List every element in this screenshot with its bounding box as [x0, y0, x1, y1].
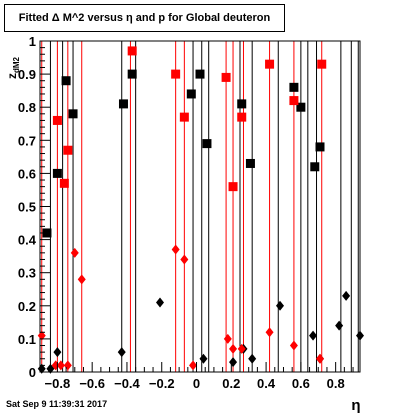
square-marker [42, 228, 52, 238]
square-marker [221, 72, 231, 82]
square-marker [315, 142, 325, 152]
diamond-marker [171, 244, 180, 255]
diamond-marker [223, 333, 232, 344]
square-marker [296, 102, 306, 112]
x-tick-label: 0.6 [292, 376, 310, 391]
diamond-marker [356, 330, 364, 341]
vertical-lines [41, 41, 359, 372]
y-axis-label: zdM2 [5, 56, 21, 79]
square-marker [186, 89, 196, 99]
svg-text:zdM2: zdM2 [5, 56, 21, 79]
x-tick-label: −0.4 [114, 376, 140, 391]
y-tick-label: 0.3 [18, 266, 36, 281]
square-marker [118, 99, 128, 109]
square-marker [265, 59, 275, 69]
square-marker [237, 99, 247, 109]
diamond-marker [229, 343, 238, 354]
square-marker [127, 46, 137, 56]
square-marker [289, 82, 299, 92]
square-marker [289, 96, 299, 106]
diamond-marker [117, 347, 126, 358]
diamond-marker [180, 254, 189, 265]
y-tick-label: 1 [29, 34, 36, 49]
x-axis-label: η [351, 397, 360, 414]
x-tick-label: −0.8 [45, 376, 71, 391]
diamond-marker [265, 327, 274, 338]
square-marker [171, 69, 181, 79]
y-tick-label: 0.6 [18, 166, 36, 181]
diamond-marker [342, 290, 351, 301]
data-markers [37, 46, 364, 374]
y-tick-label: 0.8 [18, 100, 36, 115]
diamond-marker [276, 300, 284, 311]
x-tick-label: 0.4 [257, 376, 276, 391]
y-tick-label: 0 [29, 365, 36, 380]
square-marker [68, 109, 78, 119]
diamond-marker [77, 274, 86, 285]
diamond-marker [70, 247, 79, 258]
square-marker [59, 178, 69, 188]
square-marker [61, 76, 71, 86]
diamond-marker [53, 347, 62, 358]
diamond-marker [189, 360, 198, 371]
y-tick-label: 0.2 [18, 299, 36, 314]
x-tick-label: −0.2 [149, 376, 175, 391]
timestamp: Sat Sep 9 11:39:31 2017 [6, 399, 108, 409]
diamond-marker [316, 353, 324, 364]
chart-title: Fitted Δ M^2 versus η and p for Global d… [4, 4, 285, 32]
square-marker [228, 182, 238, 192]
diamond-marker [199, 353, 208, 364]
square-marker [202, 139, 212, 149]
diamond-marker [56, 360, 65, 371]
y-axis-label-main: z [5, 73, 19, 79]
y-tick-label: 0.9 [18, 67, 36, 82]
diamond-marker [229, 357, 238, 368]
plot-frame [39, 40, 361, 373]
square-marker [237, 112, 247, 122]
diamond-marker [237, 343, 246, 354]
plot-border [39, 40, 361, 373]
x-tick-label: 0 [193, 376, 200, 391]
square-marker [52, 168, 62, 178]
x-tick-label: 0.2 [222, 376, 240, 391]
square-marker [195, 69, 205, 79]
y-axis-label-sub: dM2 [12, 56, 21, 73]
diamond-marker [309, 330, 318, 341]
y-axis: 0 0.1 0.2 0.3 0.4 0.5 0.6 0.7 0.8 0.9 1 [18, 34, 50, 380]
diamond-marker [248, 353, 257, 364]
square-marker [63, 145, 73, 155]
square-marker [52, 115, 62, 125]
diamond-marker [156, 297, 164, 308]
y-tick-label: 0.7 [18, 133, 36, 148]
x-tick-label: −0.6 [79, 376, 105, 391]
square-marker [245, 158, 255, 168]
diamond-marker [37, 330, 46, 341]
x-tick-label: 0.8 [327, 376, 345, 391]
square-marker [317, 59, 327, 69]
square-marker [127, 69, 137, 79]
diamond-marker [335, 320, 344, 331]
diamond-marker [63, 360, 72, 371]
square-marker [310, 162, 320, 172]
x-axis: −0.8 −0.6 −0.4 −0.2 0 0.2 0.4 0.6 0.8 [39, 362, 354, 391]
y-tick-label: 0.5 [18, 200, 36, 215]
square-marker [179, 112, 189, 122]
y-tick-label: 0.4 [18, 233, 37, 248]
diamond-marker [289, 340, 298, 351]
y-tick-label: 0.1 [18, 332, 36, 347]
